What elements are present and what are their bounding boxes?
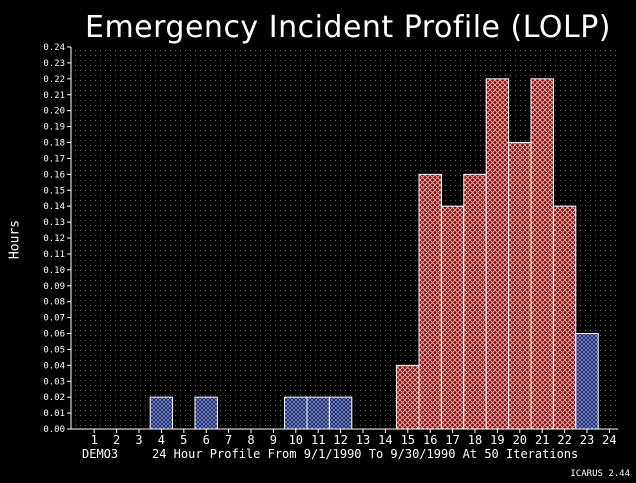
y-tick-label: 0.15: [43, 186, 65, 196]
y-tick-label: 0.01: [43, 409, 65, 419]
x-tick-label: 6: [203, 433, 210, 447]
x-tick-label: 18: [468, 433, 482, 447]
y-tick-labels: 0.00 0.01 0.02 0.03 0.04 0.05 0.06 0.07 0.08 0.09…: [43, 43, 71, 435]
bar-20: [508, 142, 532, 430]
y-tick-label: 0.03: [43, 377, 65, 387]
x-tick-label: 5: [180, 433, 187, 447]
y-tick-label: 0.20: [43, 107, 65, 117]
y-tick-label: 0.02: [43, 393, 65, 403]
bar-22: [552, 205, 577, 430]
y-tick-label: 0.23: [43, 59, 65, 69]
x-tick-label: 19: [490, 433, 504, 447]
x-tick-label: 21: [535, 433, 549, 447]
bar-6: [194, 396, 218, 430]
y-tick-label: 0.09: [43, 282, 65, 292]
x-tick-label: 15: [401, 433, 415, 447]
bar-19: [485, 78, 510, 430]
x-tick-label: 8: [247, 433, 254, 447]
y-tick-label: 0.13: [43, 218, 65, 228]
x-tick-label: 16: [423, 433, 437, 447]
x-tick-label: 13: [356, 433, 370, 447]
x-tick-label: 17: [445, 433, 459, 447]
version-label: ICARUS 2.44: [570, 469, 630, 479]
bar-21: [530, 78, 554, 430]
bar-23: [575, 333, 599, 430]
x-tick-label: 20: [513, 433, 527, 447]
chart-title: Emergency Incident Profile (LOLP): [84, 10, 612, 45]
bar-16: [418, 173, 442, 430]
y-tick-label: 0.12: [43, 234, 65, 244]
y-tick-label: 0.18: [43, 139, 65, 149]
x-tick-label: 11: [311, 433, 325, 447]
y-tick-label: 0.05: [43, 345, 65, 355]
x-tick-label: 24: [602, 433, 616, 447]
x-tick-label: 12: [333, 433, 347, 447]
y-axis-label: Hours: [7, 219, 23, 260]
x-tick-label: 23: [580, 433, 594, 447]
bar-15: [396, 364, 420, 430]
bar-12: [328, 396, 353, 430]
x-tick-label: 10: [289, 433, 303, 447]
case-name: DEMO3: [82, 447, 119, 461]
bar-18: [463, 173, 487, 430]
y-tick-label: 0.07: [43, 314, 65, 324]
y-tick-label: 0.19: [43, 123, 65, 133]
y-tick-label: 0.14: [43, 202, 65, 212]
y-tick-label: 0.22: [43, 75, 65, 85]
y-tick-label: 0.17: [43, 154, 65, 164]
y-tick-label: 0.10: [43, 266, 65, 276]
y-tick-label: 0.08: [43, 298, 65, 308]
y-tick-label: 0.21: [43, 91, 65, 101]
bar-17: [440, 205, 465, 430]
x-tick-label: 3: [135, 433, 142, 447]
y-tick-label: 0.00: [43, 425, 65, 435]
y-tick-label: 0.06: [43, 330, 65, 340]
profile-description: 24 Hour Profile From 9/1/1990 To 9/30/19…: [152, 447, 579, 461]
y-tick-label: 0.24: [43, 43, 65, 53]
bar-10: [284, 396, 308, 430]
x-tick-label: 4: [158, 433, 165, 447]
y-tick-label: 0.11: [43, 250, 65, 260]
x-tick-label: 7: [225, 433, 232, 447]
bar-11: [306, 396, 330, 430]
x-tick-label: 14: [378, 433, 392, 447]
x-tick-label: 1: [91, 433, 98, 447]
x-tick-label: 2: [113, 433, 120, 447]
x-tick-label: 9: [270, 433, 277, 447]
x-tick-label: 22: [557, 433, 571, 447]
x-tick-labels: 1 2 3 4 5 6 7 8 9 10 11 12 13 14 15 16 17 18 19 20 21 22 23 24: [91, 429, 617, 447]
y-tick-label: 0.04: [43, 361, 65, 371]
bar-4: [149, 396, 174, 430]
y-tick-label: 0.16: [43, 170, 65, 180]
